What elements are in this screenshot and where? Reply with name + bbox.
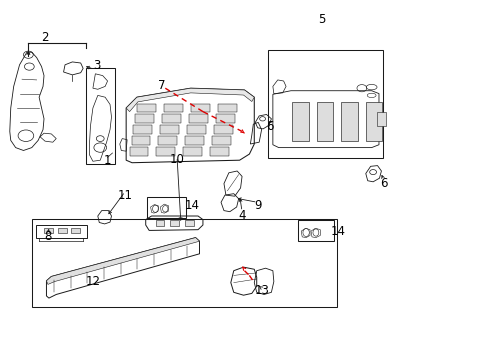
Bar — [71, 228, 80, 233]
Text: 4: 4 — [238, 209, 245, 222]
Bar — [292, 102, 308, 141]
Bar — [184, 220, 193, 226]
Polygon shape — [135, 114, 154, 123]
Polygon shape — [158, 136, 177, 145]
Text: 14: 14 — [184, 199, 199, 212]
Bar — [155, 220, 164, 226]
Polygon shape — [218, 104, 236, 112]
Text: 6: 6 — [265, 120, 273, 133]
Text: 9: 9 — [253, 199, 261, 212]
Polygon shape — [129, 147, 148, 156]
Text: 7: 7 — [157, 79, 165, 92]
Text: 6: 6 — [379, 177, 387, 190]
Text: 14: 14 — [330, 225, 345, 238]
Polygon shape — [185, 136, 203, 145]
Polygon shape — [214, 125, 232, 134]
Polygon shape — [126, 88, 254, 112]
Bar — [32, 219, 337, 307]
Text: 3: 3 — [93, 59, 101, 72]
Polygon shape — [133, 125, 152, 134]
Polygon shape — [191, 104, 209, 112]
Polygon shape — [126, 88, 254, 163]
Bar — [58, 228, 66, 233]
Polygon shape — [216, 114, 234, 123]
Bar — [85, 68, 115, 164]
Bar — [365, 102, 382, 141]
Bar — [44, 228, 53, 233]
Bar — [170, 220, 179, 226]
Polygon shape — [212, 136, 230, 145]
Polygon shape — [162, 114, 181, 123]
Polygon shape — [46, 238, 199, 298]
Polygon shape — [131, 136, 150, 145]
Polygon shape — [183, 147, 202, 156]
Polygon shape — [210, 147, 228, 156]
Polygon shape — [137, 104, 156, 112]
Polygon shape — [272, 91, 378, 148]
Bar — [316, 102, 333, 141]
Bar — [341, 102, 357, 141]
Polygon shape — [189, 114, 207, 123]
Text: 5: 5 — [317, 13, 325, 26]
Text: 13: 13 — [254, 284, 268, 297]
Text: 12: 12 — [85, 275, 100, 288]
Text: 11: 11 — [118, 189, 132, 202]
Polygon shape — [187, 125, 205, 134]
Text: 10: 10 — [169, 153, 184, 166]
Bar — [298, 220, 333, 241]
Text: 8: 8 — [44, 230, 52, 243]
Bar — [267, 50, 382, 158]
Polygon shape — [46, 238, 199, 284]
Bar — [146, 197, 185, 218]
Polygon shape — [160, 125, 179, 134]
Polygon shape — [164, 104, 183, 112]
Text: 1: 1 — [103, 154, 111, 167]
Bar — [376, 112, 386, 126]
Polygon shape — [156, 147, 175, 156]
Text: 2: 2 — [41, 31, 49, 44]
